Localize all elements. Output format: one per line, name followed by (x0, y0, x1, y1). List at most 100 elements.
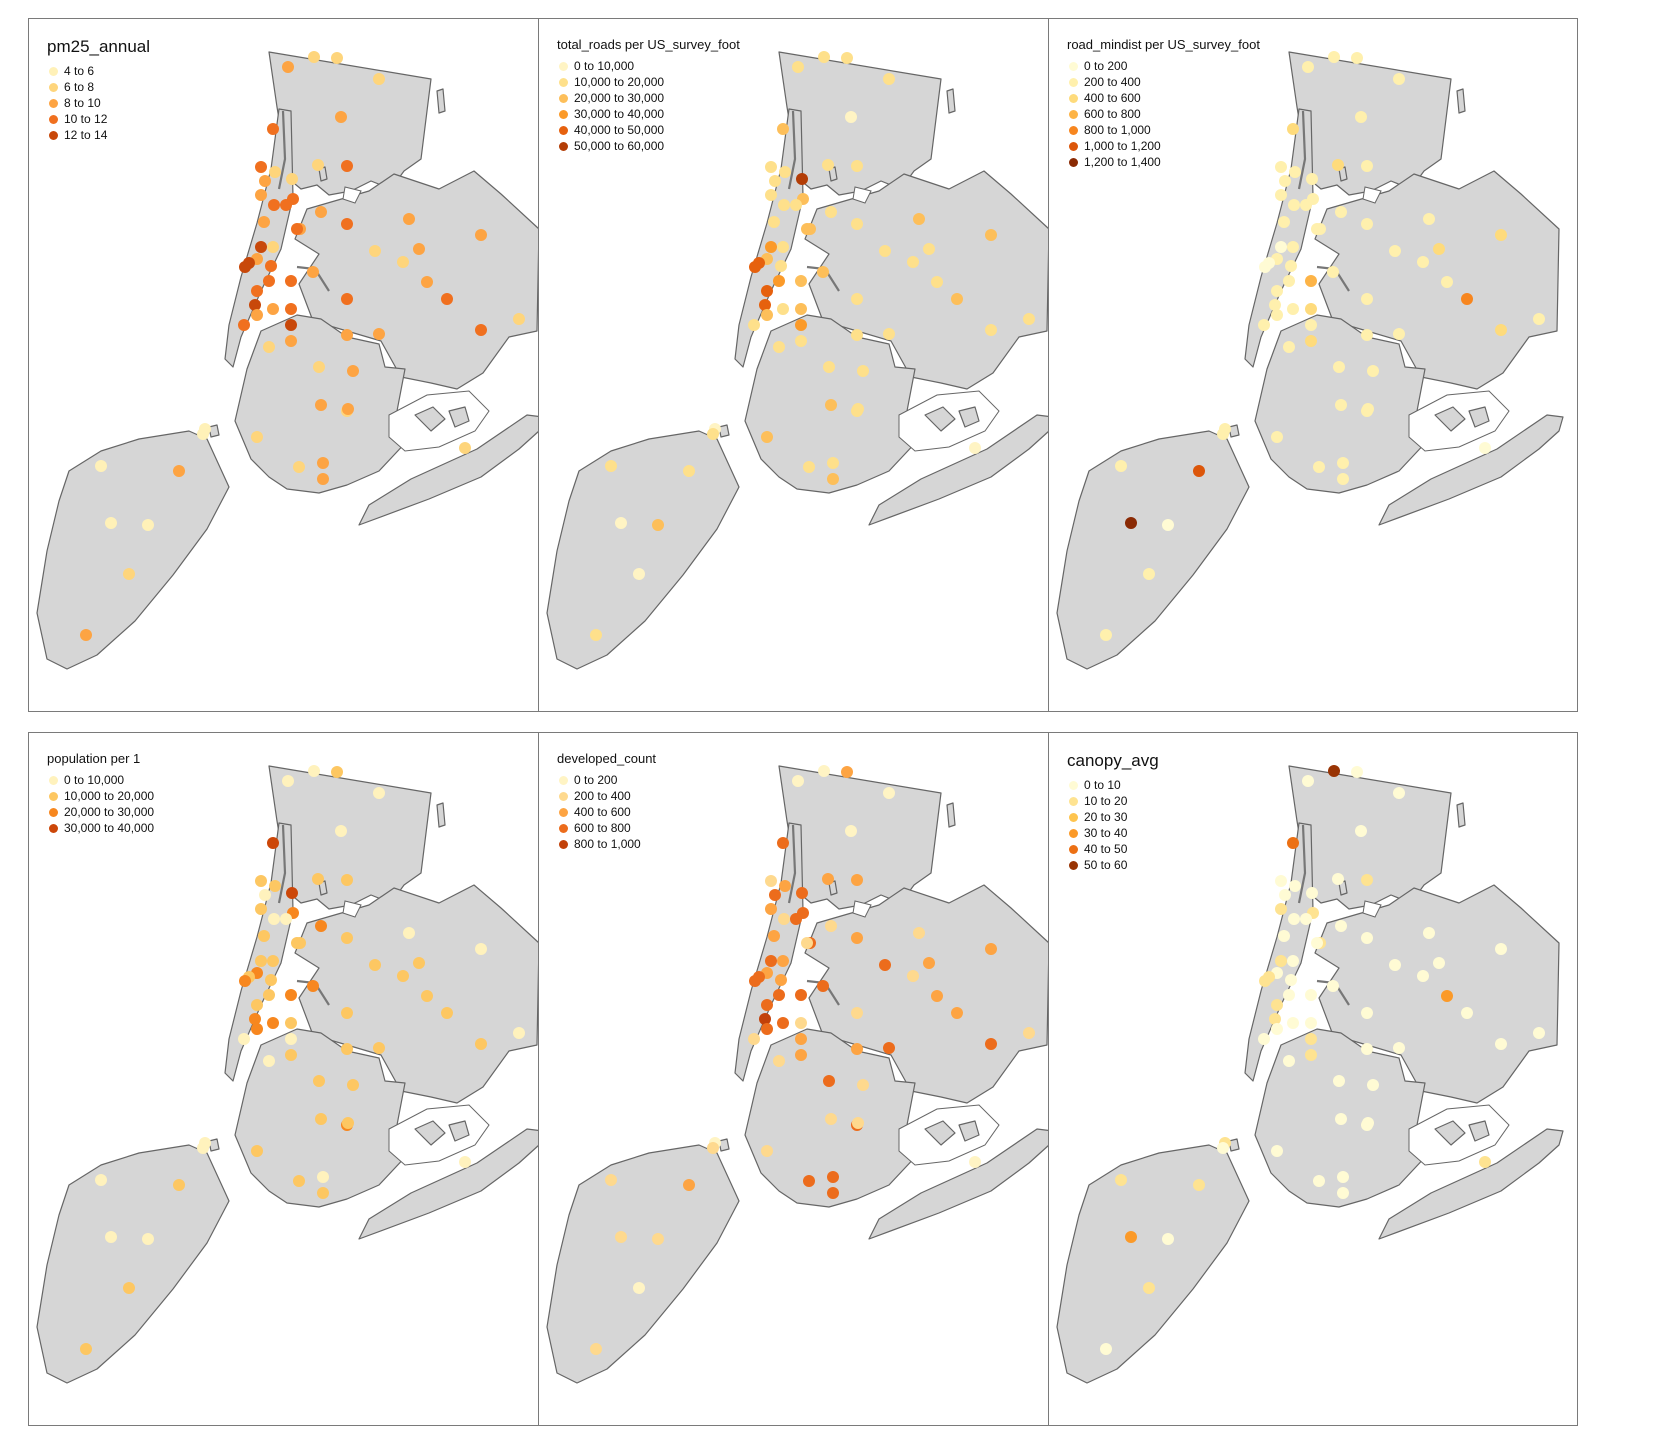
legend-swatch-icon (1069, 844, 1078, 854)
monitor-site-point (373, 787, 385, 799)
monitor-site-point (883, 1042, 895, 1054)
legend-item: 4 to 6 (47, 63, 150, 79)
monitor-site-point (823, 1075, 835, 1087)
legend-swatch-icon (49, 114, 58, 124)
monitor-site-point (1495, 943, 1507, 955)
point-layer (1100, 765, 1545, 1355)
monitor-site-point (255, 903, 267, 915)
monitor-site-point (795, 1049, 807, 1061)
monitor-site-point (795, 275, 807, 287)
monitor-site-point (1100, 1343, 1112, 1355)
monitor-site-point (790, 913, 802, 925)
legend-label: 10,000 to 20,000 (64, 789, 155, 803)
monitor-site-point (331, 52, 343, 64)
monitor-site-point (1393, 328, 1405, 340)
legend-swatch-icon (1069, 109, 1078, 119)
monitor-site-point (255, 875, 267, 887)
monitor-site-point (985, 1038, 997, 1050)
monitor-site-point (795, 303, 807, 315)
legend-label: 10 to 12 (64, 112, 108, 126)
legend-label: 0 to 200 (1084, 59, 1128, 73)
monitor-site-point (1333, 361, 1345, 373)
legend-swatch-icon (559, 61, 568, 71)
monitor-site-point (317, 473, 329, 485)
monitor-site-point (251, 999, 263, 1011)
monitor-site-point (341, 874, 353, 886)
monitor-site-point (818, 51, 830, 63)
monitor-site-point (123, 1282, 135, 1294)
point-layer (590, 765, 1035, 1355)
monitor-site-point (267, 241, 279, 253)
legend-item: 40,000 to 50,000 (557, 122, 740, 138)
monitor-site-point (1269, 299, 1281, 311)
monitor-site-point (255, 955, 267, 967)
monitor-site-point (421, 276, 433, 288)
monitor-site-point (347, 1079, 359, 1091)
legend-item: 10 to 12 (47, 111, 150, 127)
monitor-site-point (341, 1043, 353, 1055)
monitor-site-point (1271, 1023, 1283, 1035)
monitor-site-point (441, 1007, 453, 1019)
map-panel-6: canopy_avg 0 to 10 10 to 20 20 to 30 30 to … (1048, 732, 1578, 1426)
legend-swatch-icon (559, 839, 568, 849)
monitor-site-point (291, 223, 303, 235)
legend-items: 4 to 6 6 to 8 8 to 10 10 to 12 12 to 14 (47, 63, 150, 143)
monitor-site-point (1287, 955, 1299, 967)
point-layer (590, 51, 1035, 641)
legend-item: 30,000 to 40,000 (47, 820, 154, 836)
monitor-site-point (1305, 1033, 1317, 1045)
monitor-site-point (795, 989, 807, 1001)
monitor-site-point (792, 775, 804, 787)
monitor-site-point (1259, 261, 1271, 273)
monitor-site-point (765, 189, 777, 201)
monitor-site-point (312, 873, 324, 885)
monitor-site-point (1433, 243, 1445, 255)
monitor-site-point (827, 473, 839, 485)
legend-label: 800 to 1,000 (574, 837, 641, 851)
monitor-site-point (822, 873, 834, 885)
monitor-site-point (369, 245, 381, 257)
monitor-site-point (913, 213, 925, 225)
monitor-site-point (795, 335, 807, 347)
monitor-site-point (312, 159, 324, 171)
monitor-site-point (1115, 460, 1127, 472)
monitor-site-point (1335, 1113, 1347, 1125)
monitor-site-point (308, 765, 320, 777)
monitor-site-point (779, 880, 791, 892)
legend-items: 0 to 10 10 to 20 20 to 30 30 to 40 40 to 50 5… (1067, 777, 1159, 873)
borough-land (36, 51, 544, 670)
monitor-site-point (615, 517, 627, 529)
monitor-site-point (1283, 275, 1295, 287)
monitor-site-point (851, 874, 863, 886)
monitor-site-point (1495, 324, 1507, 336)
monitor-site-point (1441, 276, 1453, 288)
monitor-site-point (1162, 1233, 1174, 1245)
monitor-site-point (1327, 980, 1339, 992)
monitor-site-point (1275, 903, 1287, 915)
monitor-site-point (1275, 241, 1287, 253)
monitor-site-point (1393, 1042, 1405, 1054)
monitor-site-point (268, 199, 280, 211)
monitor-site-point (173, 465, 185, 477)
monitor-site-point (105, 1231, 117, 1243)
legend-item: 10 to 20 (1067, 793, 1159, 809)
monitor-site-point (95, 1174, 107, 1186)
monitor-site-point (707, 1142, 719, 1154)
legend-swatch-icon (1069, 860, 1078, 870)
monitor-site-point (879, 245, 891, 257)
legend-item: 800 to 1,000 (557, 836, 656, 852)
monitor-site-point (475, 324, 487, 336)
monitor-site-point (1335, 920, 1347, 932)
monitor-site-point (123, 568, 135, 580)
monitor-site-point (1279, 175, 1291, 187)
monitor-site-point (251, 309, 263, 321)
monitor-site-point (1258, 1033, 1270, 1045)
legend-label: 0 to 10 (1084, 778, 1121, 792)
monitor-site-point (373, 1042, 385, 1054)
monitor-site-point (1361, 293, 1373, 305)
legend-swatch-icon (559, 141, 568, 151)
monitor-site-point (373, 73, 385, 85)
monitor-site-point (951, 1007, 963, 1019)
monitor-site-point (1389, 959, 1401, 971)
legend-swatch-icon (1069, 157, 1078, 167)
